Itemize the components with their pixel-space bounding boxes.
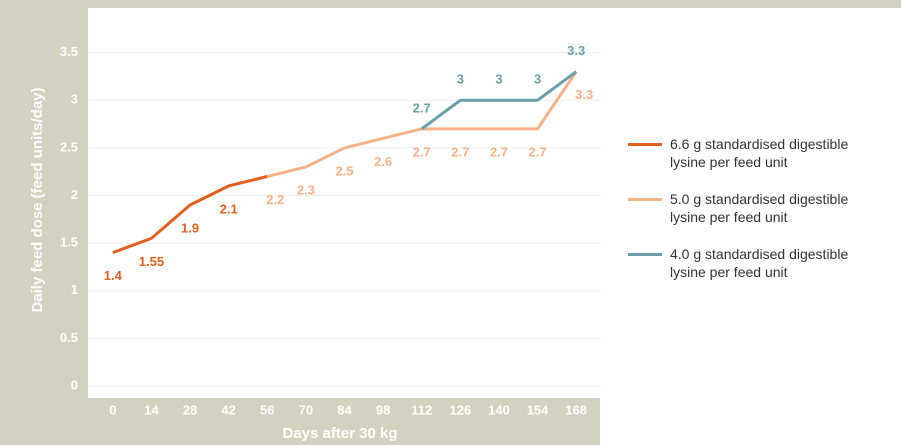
y-tick-label: 3 xyxy=(71,92,78,107)
x-tick-label: 84 xyxy=(337,402,352,417)
legend-swatch xyxy=(628,143,662,146)
x-tick-label: 168 xyxy=(565,402,587,417)
y-tick-label: 0 xyxy=(71,377,78,392)
y-tick-label: 2.5 xyxy=(60,139,78,154)
y-axis-title: Daily feed dose (feed units/day) xyxy=(29,87,46,312)
data-label: 2.7 xyxy=(413,144,431,159)
data-label: 2.3 xyxy=(297,182,315,197)
data-label: 3.3 xyxy=(575,87,593,102)
x-tick-label: 126 xyxy=(449,402,471,417)
y-tick-label: 1.5 xyxy=(60,235,78,250)
data-label: 2.1 xyxy=(220,201,238,216)
data-label: 2.7 xyxy=(413,100,431,115)
legend-label: 6.6 g standardised digestible lysine per… xyxy=(670,136,849,170)
legend-swatch xyxy=(628,198,662,201)
data-label: 2.7 xyxy=(490,144,508,159)
data-label: 2.5 xyxy=(335,163,353,178)
data-label: 2.7 xyxy=(451,144,469,159)
x-tick-label: 14 xyxy=(144,402,159,417)
x-tick-label: 140 xyxy=(488,402,510,417)
legend-swatch xyxy=(628,253,662,256)
x-tick-label: 28 xyxy=(183,402,197,417)
x-tick-label: 56 xyxy=(260,402,274,417)
x-tick-label: 0 xyxy=(109,402,116,417)
data-label: 1.55 xyxy=(139,254,164,269)
data-label: 2.7 xyxy=(529,144,547,159)
data-label: 3 xyxy=(495,72,502,87)
y-tick-label: 2 xyxy=(71,187,78,202)
series-line xyxy=(420,70,578,131)
legend-label: 5.0 g standardised digestible lysine per… xyxy=(670,191,849,225)
y-tick-label: 0.5 xyxy=(60,330,78,345)
x-tick-label: 154 xyxy=(527,402,549,417)
x-tick-label: 112 xyxy=(411,402,432,417)
data-label: 3 xyxy=(457,72,464,87)
data-label: 2.2 xyxy=(266,192,284,207)
y-tick-label: 3.5 xyxy=(60,44,78,59)
y-tick-label: 1 xyxy=(71,282,78,297)
data-label: 3 xyxy=(534,72,541,87)
x-axis-title: Days after 30 kg xyxy=(282,425,397,442)
x-tick-label: 98 xyxy=(376,402,390,417)
legend-area xyxy=(600,398,901,445)
data-label: 3.3 xyxy=(567,43,585,58)
plot-area xyxy=(88,8,901,398)
x-tick-label: 42 xyxy=(221,402,235,417)
x-tick-label: 70 xyxy=(299,402,313,417)
legend-label: 4.0 g standardised digestible lysine per… xyxy=(670,246,849,280)
data-label: 1.9 xyxy=(181,220,199,235)
data-label: 2.6 xyxy=(374,154,392,169)
series-line xyxy=(112,174,268,255)
data-label: 1.4 xyxy=(104,268,123,283)
